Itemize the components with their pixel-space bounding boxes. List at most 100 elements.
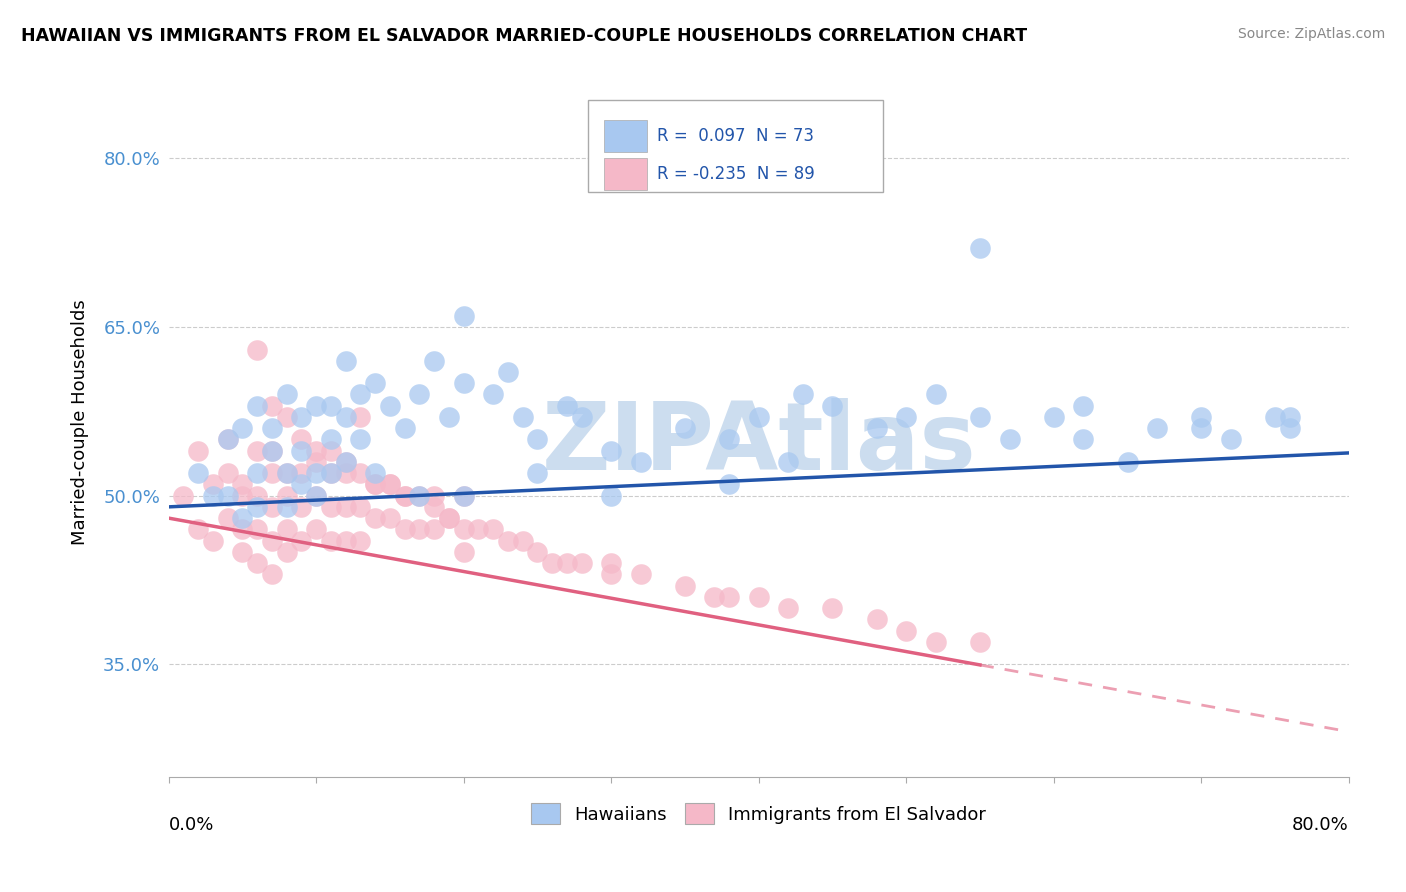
Point bbox=[496, 365, 519, 379]
Point bbox=[260, 443, 283, 458]
Point bbox=[437, 511, 460, 525]
Point bbox=[408, 387, 430, 401]
Point bbox=[187, 443, 209, 458]
Point bbox=[1278, 409, 1301, 424]
Point bbox=[349, 433, 371, 447]
Point bbox=[821, 399, 844, 413]
Point bbox=[778, 455, 800, 469]
Point bbox=[260, 399, 283, 413]
Point bbox=[335, 409, 357, 424]
Point bbox=[896, 409, 918, 424]
Point bbox=[187, 522, 209, 536]
Point bbox=[349, 387, 371, 401]
Point bbox=[378, 399, 401, 413]
Point bbox=[571, 409, 593, 424]
Point bbox=[305, 466, 328, 480]
Text: Source: ZipAtlas.com: Source: ZipAtlas.com bbox=[1237, 27, 1385, 41]
Point bbox=[305, 455, 328, 469]
Point bbox=[364, 376, 387, 391]
Point bbox=[408, 489, 430, 503]
Point bbox=[1264, 409, 1286, 424]
Text: R = -0.235  N = 89: R = -0.235 N = 89 bbox=[657, 165, 815, 183]
Point bbox=[305, 443, 328, 458]
Point bbox=[290, 409, 312, 424]
Point bbox=[423, 522, 446, 536]
Point bbox=[231, 522, 253, 536]
Point bbox=[260, 421, 283, 435]
Point bbox=[201, 489, 224, 503]
Point bbox=[305, 489, 328, 503]
Point bbox=[319, 433, 342, 447]
Point bbox=[364, 477, 387, 491]
Point bbox=[703, 590, 725, 604]
Point bbox=[201, 533, 224, 548]
Point bbox=[1278, 421, 1301, 435]
Point bbox=[276, 522, 298, 536]
Point bbox=[246, 399, 269, 413]
Point bbox=[290, 500, 312, 514]
Point bbox=[1071, 399, 1094, 413]
Point bbox=[246, 500, 269, 514]
Point bbox=[290, 477, 312, 491]
Point bbox=[1116, 455, 1139, 469]
Point bbox=[231, 477, 253, 491]
Point bbox=[1042, 409, 1064, 424]
Point bbox=[319, 500, 342, 514]
Point bbox=[453, 522, 475, 536]
Point bbox=[600, 443, 623, 458]
Point bbox=[555, 556, 578, 570]
Point bbox=[319, 399, 342, 413]
Point bbox=[925, 634, 948, 648]
Point bbox=[378, 477, 401, 491]
Point bbox=[482, 387, 505, 401]
Text: 80.0%: 80.0% bbox=[1292, 815, 1348, 833]
Point bbox=[408, 489, 430, 503]
Point bbox=[748, 590, 770, 604]
Point bbox=[260, 466, 283, 480]
Point bbox=[187, 466, 209, 480]
Point bbox=[246, 522, 269, 536]
Point bbox=[1189, 421, 1212, 435]
Point bbox=[305, 522, 328, 536]
Point bbox=[437, 409, 460, 424]
Legend: Hawaiians, Immigrants from El Salvador: Hawaiians, Immigrants from El Salvador bbox=[524, 796, 994, 831]
Point bbox=[408, 522, 430, 536]
Point bbox=[453, 489, 475, 503]
Point bbox=[378, 511, 401, 525]
Point bbox=[260, 567, 283, 582]
Text: ZIPAtlas: ZIPAtlas bbox=[541, 398, 976, 490]
Point bbox=[201, 477, 224, 491]
Point bbox=[276, 387, 298, 401]
Point bbox=[260, 500, 283, 514]
Point bbox=[305, 489, 328, 503]
Point bbox=[319, 533, 342, 548]
Point bbox=[423, 353, 446, 368]
Point bbox=[969, 634, 991, 648]
Point bbox=[290, 466, 312, 480]
Point bbox=[335, 466, 357, 480]
Point bbox=[246, 466, 269, 480]
Point bbox=[600, 556, 623, 570]
Point bbox=[673, 421, 696, 435]
Point bbox=[231, 489, 253, 503]
Point bbox=[571, 556, 593, 570]
Point bbox=[512, 533, 534, 548]
Point bbox=[276, 466, 298, 480]
Point bbox=[349, 466, 371, 480]
Point bbox=[1071, 433, 1094, 447]
Point bbox=[1146, 421, 1168, 435]
Point bbox=[482, 522, 505, 536]
Point bbox=[748, 409, 770, 424]
Point bbox=[437, 511, 460, 525]
Point bbox=[217, 511, 239, 525]
Point bbox=[630, 455, 652, 469]
Point bbox=[394, 522, 416, 536]
Point bbox=[246, 489, 269, 503]
Point bbox=[1219, 433, 1241, 447]
Point bbox=[217, 466, 239, 480]
Point bbox=[246, 343, 269, 357]
Point bbox=[925, 387, 948, 401]
Point bbox=[231, 421, 253, 435]
Point bbox=[231, 545, 253, 559]
Point bbox=[866, 421, 889, 435]
